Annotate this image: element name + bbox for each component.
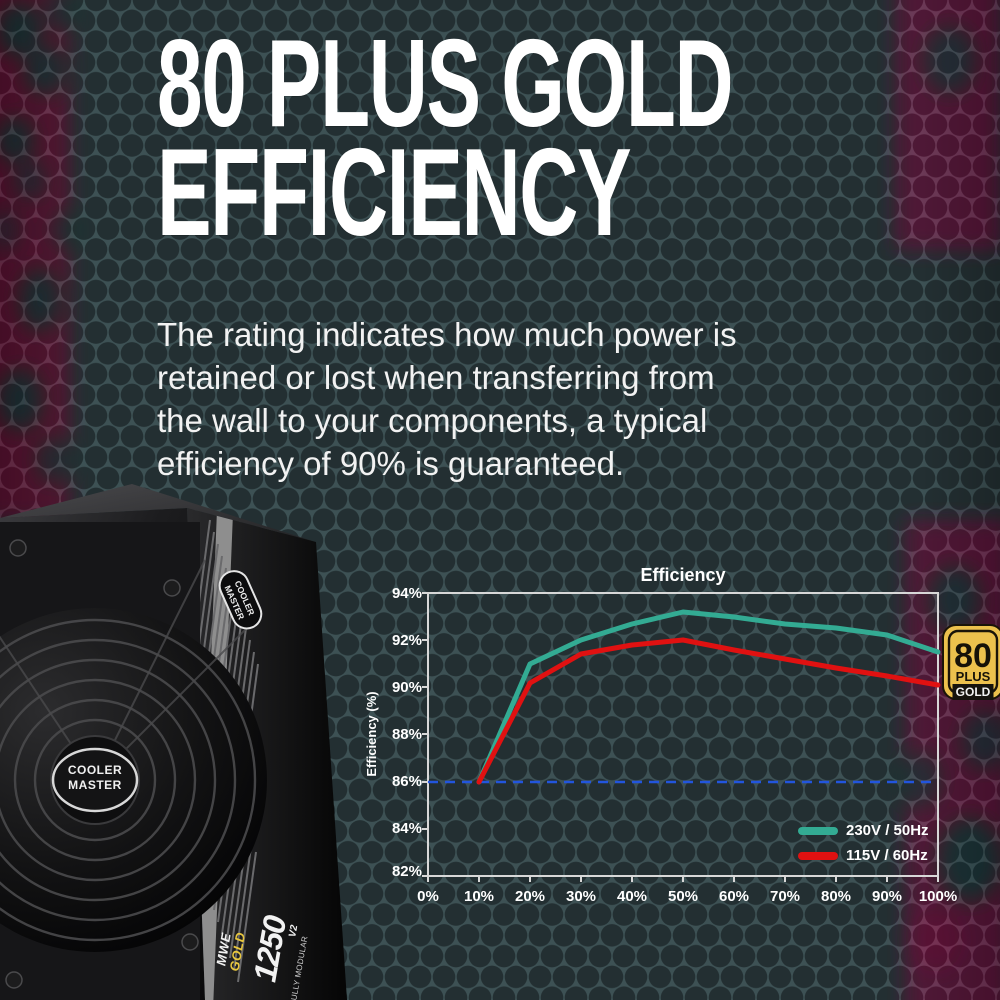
svg-text:90%: 90% xyxy=(872,888,902,902)
svg-text:Efficiency (%): Efficiency (%) xyxy=(364,691,379,776)
svg-text:70%: 70% xyxy=(770,888,800,902)
svg-text:100%: 100% xyxy=(919,888,957,902)
svg-text:230V / 50Hz: 230V / 50Hz xyxy=(846,822,929,839)
svg-text:COOLER: COOLER xyxy=(68,763,122,777)
svg-text:30%: 30% xyxy=(566,888,596,902)
svg-text:86%: 86% xyxy=(392,773,422,790)
svg-text:20%: 20% xyxy=(515,888,545,902)
svg-text:94%: 94% xyxy=(392,585,422,602)
svg-text:60%: 60% xyxy=(719,888,749,902)
svg-text:GOLD: GOLD xyxy=(956,685,991,699)
svg-text:V2: V2 xyxy=(287,924,300,938)
svg-text:10%: 10% xyxy=(464,888,494,902)
svg-text:PLUS: PLUS xyxy=(956,669,991,684)
svg-text:MASTER: MASTER xyxy=(68,778,122,792)
svg-text:84%: 84% xyxy=(392,820,422,837)
svg-text:88%: 88% xyxy=(392,726,422,743)
svg-text:90%: 90% xyxy=(392,679,422,696)
svg-text:82%: 82% xyxy=(392,863,422,880)
svg-text:40%: 40% xyxy=(617,888,647,902)
svg-text:80%: 80% xyxy=(821,888,851,902)
svg-text:0%: 0% xyxy=(417,888,439,902)
svg-text:115V / 60Hz: 115V / 60Hz xyxy=(846,847,928,864)
svg-text:50%: 50% xyxy=(668,888,698,902)
svg-text:Efficiency: Efficiency xyxy=(640,565,725,585)
svg-text:92%: 92% xyxy=(392,632,422,649)
